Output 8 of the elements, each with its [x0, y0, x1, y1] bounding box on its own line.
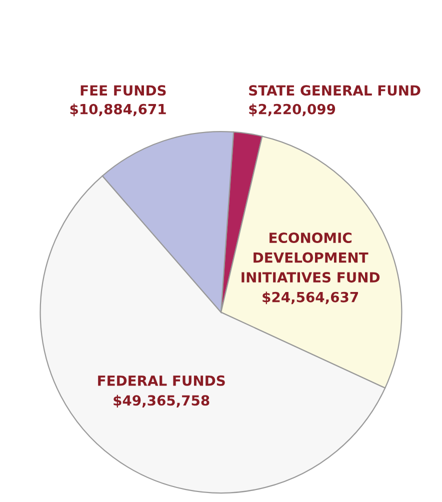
slice-label: ECONOMIC DEVELOPMENT INITIATIVES FUND	[242, 232, 380, 283]
data-label: $10,884,671	[70, 104, 166, 116]
data-label: $24,564,637	[262, 292, 358, 304]
data-label: $49,365,758	[114, 394, 210, 408]
slice-label: FEDERAL FUNDS	[98, 375, 225, 386]
slice-label: FEE FUNDS	[80, 85, 166, 96]
slice-label: STATE GENERAL FUND	[249, 85, 420, 96]
data-label: $2,220,099	[249, 104, 336, 116]
